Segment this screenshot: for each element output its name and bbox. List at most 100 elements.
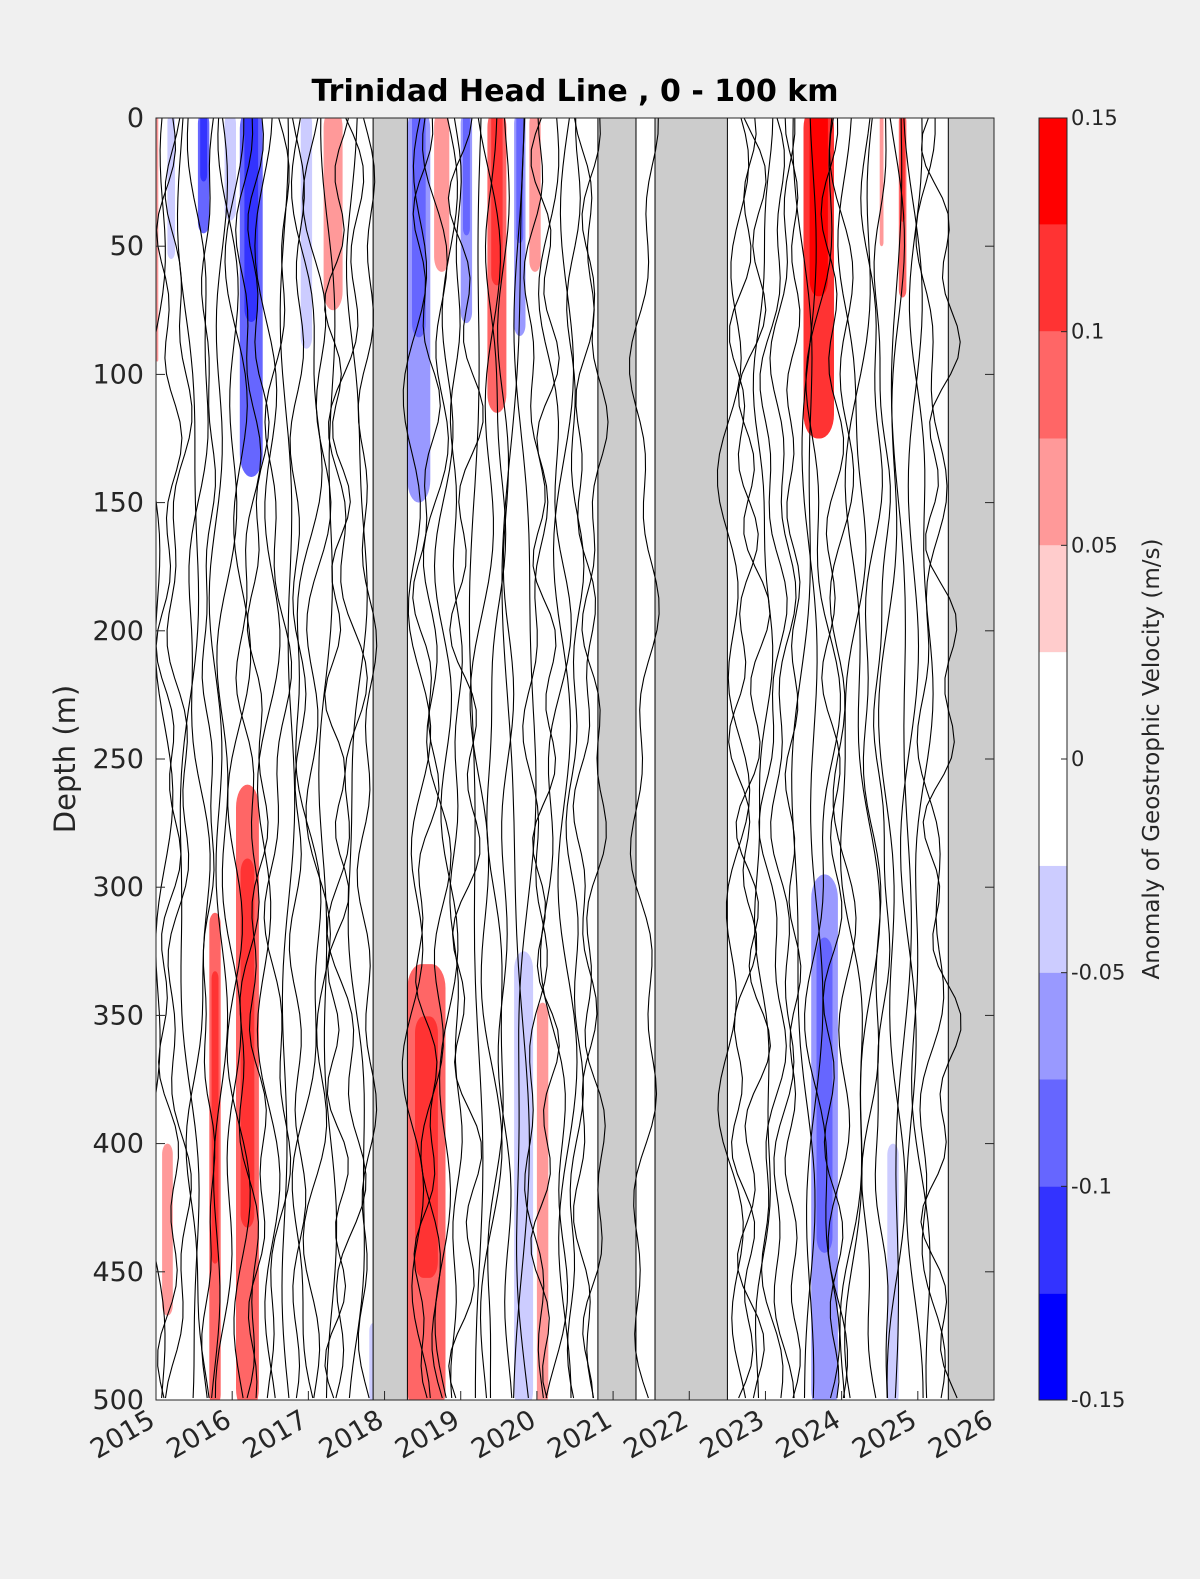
colorbar-tick-label-5: -0.1	[1071, 1174, 1112, 1198]
x-tick-label-10: 2025	[847, 1404, 922, 1465]
y-tick-label-0: 0	[127, 103, 144, 134]
no-data-period-2	[654, 118, 728, 1400]
anomaly-patch-1	[167, 118, 175, 259]
y-tick-label-5: 250	[92, 744, 144, 775]
contour-line-58	[878, 118, 906, 1399]
colorbar-segment-4	[1039, 865, 1067, 973]
contour-line-51	[804, 118, 841, 1399]
contour-line-38	[565, 118, 585, 1399]
contour-line-8	[224, 118, 252, 1399]
contour-line-15	[290, 118, 323, 1399]
y-tick-label-8: 400	[92, 1129, 144, 1160]
colorbar-tick-label-4: -0.05	[1071, 961, 1125, 985]
no-data-period-1	[597, 118, 637, 1400]
colorbar-segment-9	[1039, 224, 1067, 332]
contour-line-45	[752, 118, 774, 1399]
y-tick-label-3: 150	[92, 488, 144, 519]
y-tick-label-6: 300	[92, 872, 144, 903]
contour-line-17	[318, 118, 338, 1399]
colorbar-segment-3	[1039, 972, 1067, 1080]
colorbar-segment-2	[1039, 1079, 1067, 1187]
contour-line-62	[915, 118, 948, 1399]
anomaly-patch-21	[514, 951, 534, 1400]
contour-line-32	[501, 118, 530, 1399]
contour-line-5	[201, 118, 216, 1399]
colorbar-tick-label-3: 0	[1071, 747, 1084, 771]
colorbar	[1039, 118, 1067, 1400]
colorbar-tick-label-2: 0.05	[1071, 533, 1118, 557]
x-tick-label-5: 2020	[466, 1404, 541, 1465]
anomaly-core-13	[809, 118, 828, 297]
contour-line-44	[735, 118, 771, 1399]
contour-line-60	[900, 118, 924, 1399]
contour-line-52	[820, 118, 845, 1399]
contour-line-30	[484, 118, 507, 1399]
contour-line-26	[449, 118, 463, 1399]
x-tick-label-4: 2019	[390, 1404, 465, 1465]
contour-line-27	[447, 118, 484, 1399]
contour-line-16	[302, 118, 332, 1399]
contour-line-50	[801, 118, 824, 1399]
colorbar-tick-label-1: 0.1	[1071, 320, 1104, 344]
y-axis-label: Depth (m)	[48, 685, 82, 833]
colorbar-segment-7	[1039, 438, 1067, 546]
contour-line-3	[176, 118, 200, 1399]
colorbar-ticks: 0.15 0.1 0.05 0 -0.05 -0.1 -0.15	[1061, 106, 1125, 1412]
anomaly-patch-8	[434, 118, 450, 272]
contour-line-53	[827, 118, 857, 1399]
y-tick-label-4: 200	[92, 616, 144, 647]
contour-line-43	[728, 118, 759, 1399]
contour-line-40	[581, 118, 609, 1399]
contour-line-37	[552, 118, 578, 1399]
colorbar-segment-8	[1039, 331, 1067, 439]
contour-line-57	[873, 118, 891, 1399]
y-tick-label-2: 100	[92, 359, 144, 390]
contour-line-61	[908, 118, 934, 1399]
x-tick-label-8: 2023	[695, 1404, 770, 1465]
colorbar-tick-label-0: 0.15	[1071, 106, 1118, 130]
x-tick-label-6: 2021	[542, 1404, 617, 1465]
x-tick-label-1: 2016	[161, 1404, 236, 1465]
anomaly-core-18	[240, 858, 255, 1228]
x-tick-label-3: 2018	[314, 1404, 389, 1465]
contour-line-28	[468, 118, 484, 1398]
anomaly-patch-14	[879, 118, 884, 247]
y-tick-label-10: 500	[92, 1385, 144, 1416]
x-tick-label-2: 2017	[238, 1404, 313, 1465]
contour-line-7	[214, 118, 242, 1399]
contour-line-23	[412, 118, 441, 1399]
contour-lines	[156, 118, 962, 1399]
contour-line-36	[538, 118, 572, 1399]
x-tick-label-11: 2026	[923, 1404, 998, 1465]
anomaly-patch-6	[323, 118, 343, 311]
anomaly-core-9	[463, 118, 470, 236]
contour-line-21	[356, 118, 378, 1399]
colorbar-segment-6	[1039, 545, 1067, 653]
contour-line-46	[758, 118, 788, 1399]
x-tick-label-9: 2024	[771, 1404, 846, 1465]
colorbar-segment-0	[1039, 1293, 1067, 1400]
colorbar-tick-label-6: -0.15	[1071, 1388, 1125, 1412]
contour-line-54	[837, 118, 867, 1399]
contour-line-18	[324, 118, 351, 1399]
no-data-layer	[372, 118, 994, 1400]
y-axis: 0 50 100 150 200 250 300 350 400 450 500	[92, 103, 994, 1416]
colorbar-label: Anomaly of Geostrophic Velocity (m/s)	[1139, 539, 1165, 980]
contour-line-25	[433, 118, 459, 1399]
anomaly-patch-12	[529, 118, 541, 272]
y-tick-label-1: 50	[110, 231, 144, 262]
contour-line-13	[279, 118, 296, 1399]
contour-line-9	[235, 118, 262, 1399]
contour-line-1	[156, 118, 183, 1399]
contour-line-34	[522, 118, 549, 1399]
anomaly-patch-24	[887, 1143, 899, 1400]
colorbar-segment-1	[1039, 1186, 1067, 1294]
contour-line-11	[254, 118, 281, 1399]
no-data-period-0	[372, 118, 408, 1400]
x-axis: 2015 2016 2017 2018 2019 2020 2021 2022 2023 2024…	[85, 1391, 998, 1465]
x-tick-label-7: 2022	[619, 1404, 694, 1465]
chart-title: Trinidad Head Line , 0 - 100 km	[311, 74, 838, 109]
anomaly-core-4	[244, 118, 259, 322]
